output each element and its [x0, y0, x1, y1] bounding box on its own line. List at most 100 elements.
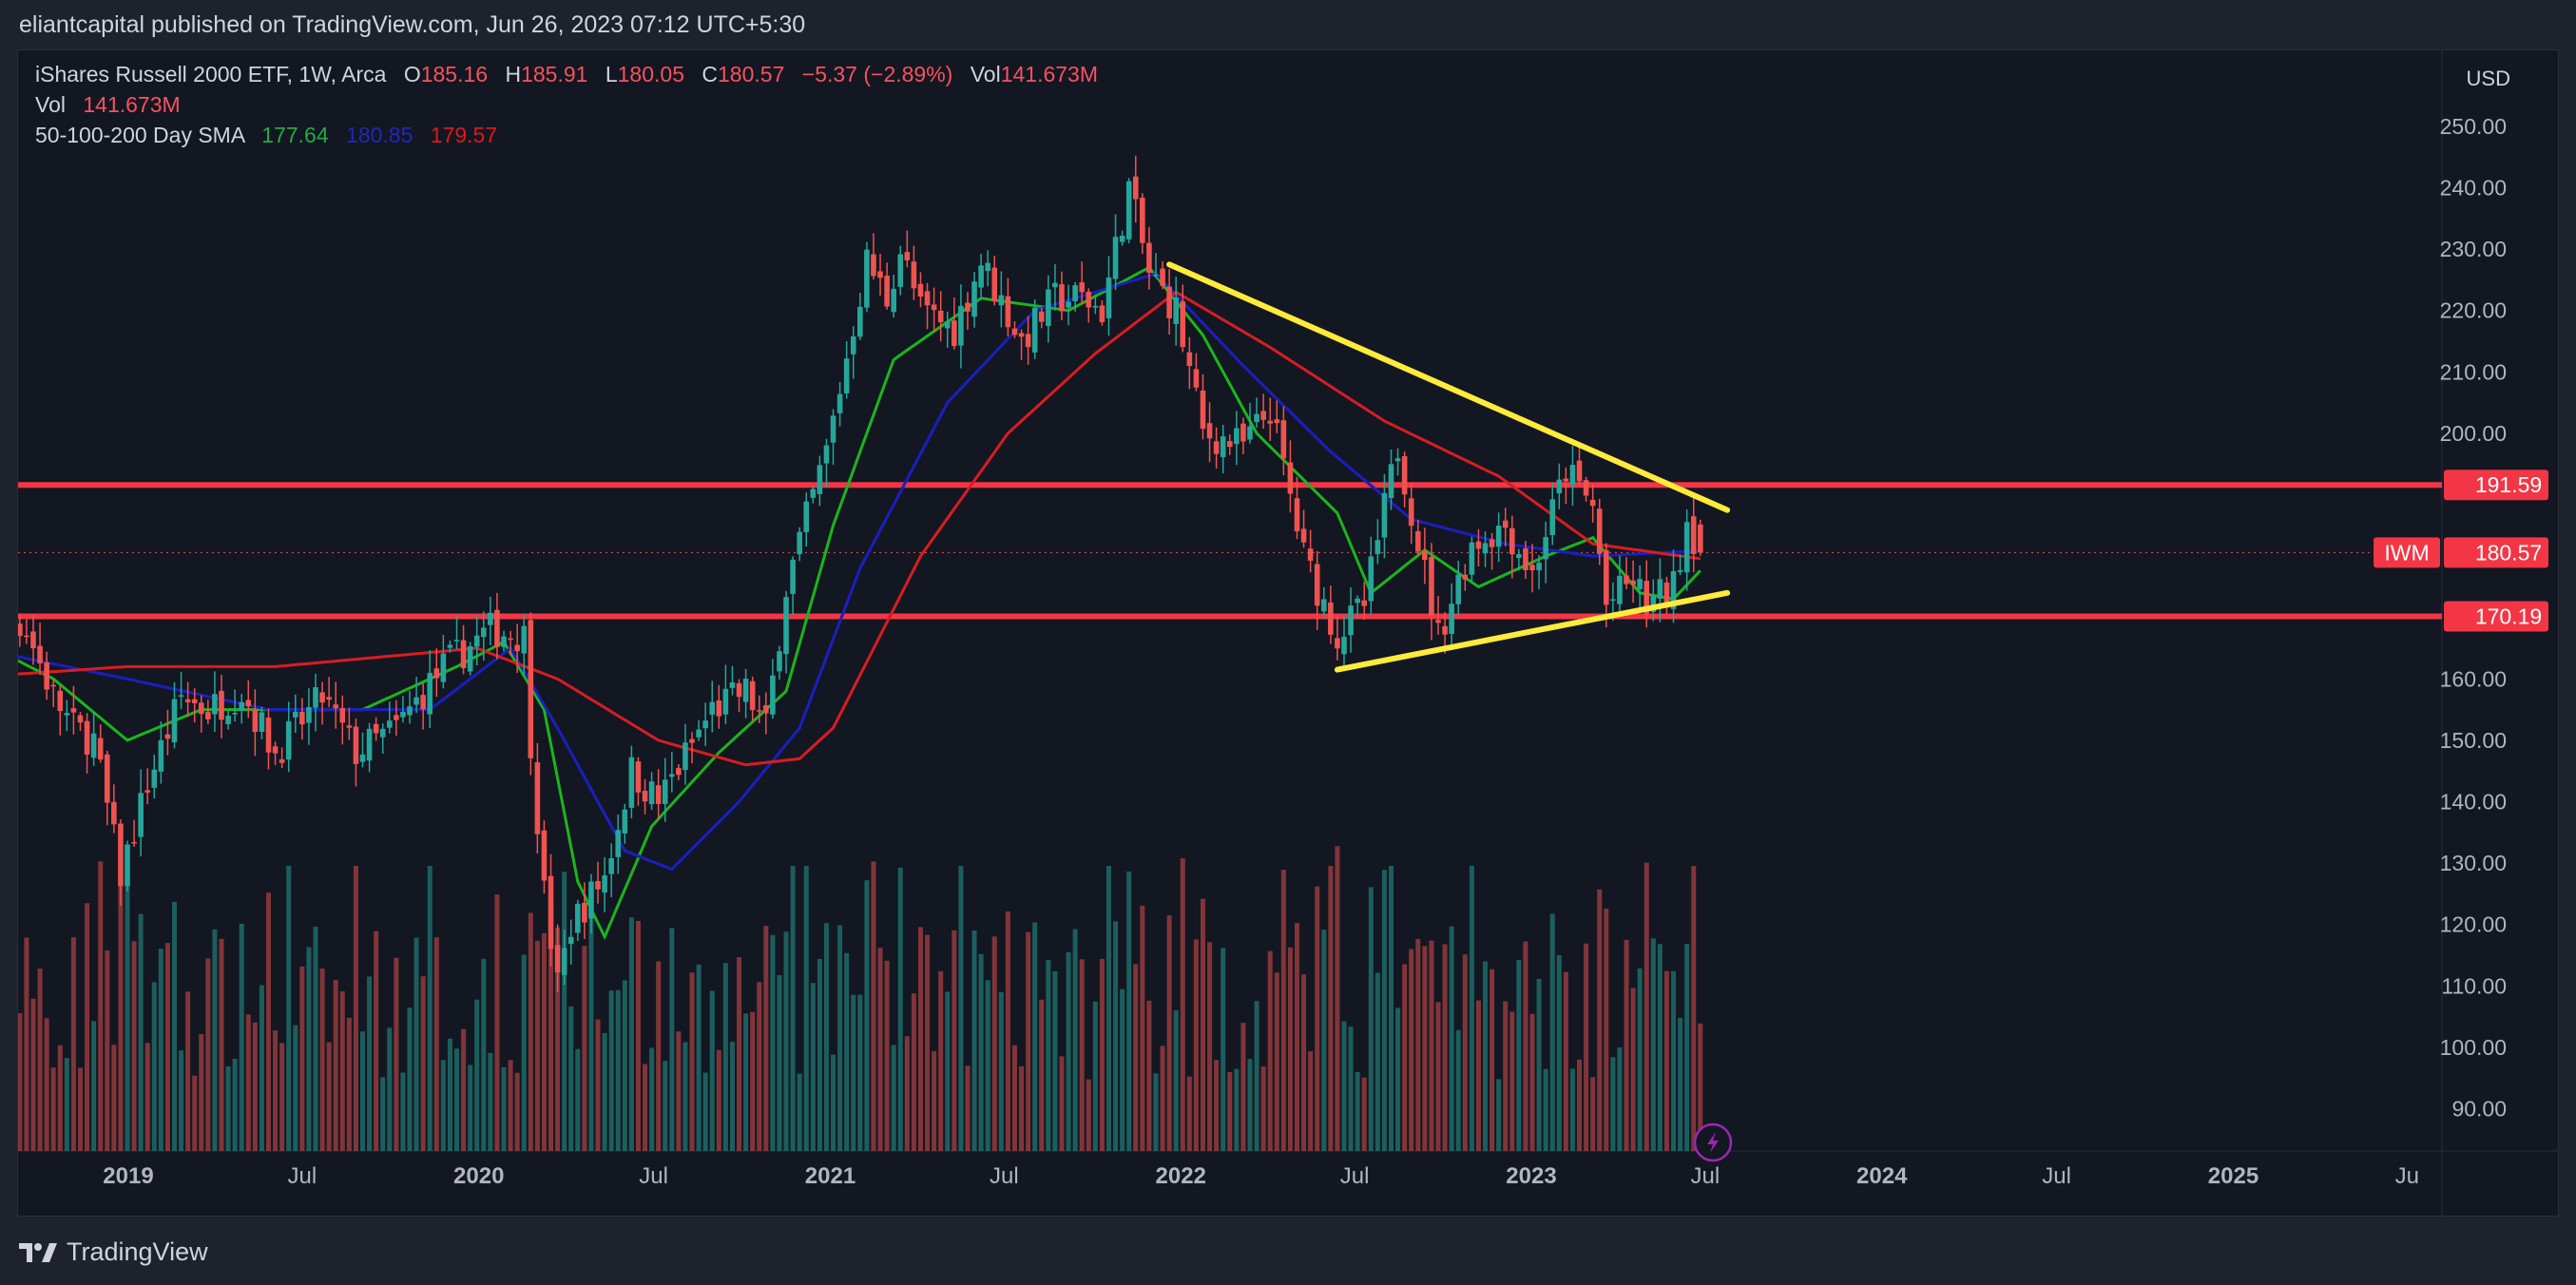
volume-bar [339, 991, 345, 1151]
candle-body [1314, 564, 1320, 606]
legend-low-label: L [605, 62, 618, 86]
candle-body [514, 644, 520, 652]
candle-body [1677, 569, 1683, 572]
candle-body [917, 283, 924, 297]
volume-bar [98, 861, 104, 1151]
price-tick-label: 110.00 [2441, 973, 2507, 998]
candle-body [353, 726, 359, 764]
volume-bar [1569, 1068, 1575, 1151]
legend-symbol[interactable]: iShares Russell 2000 ETF, 1W, Arca [35, 62, 387, 86]
publish-header: eliantcapital published on TradingView.c… [0, 0, 2576, 49]
volume-bar [1153, 1073, 1159, 1151]
volume-bar [1657, 944, 1663, 1151]
candle-body [1038, 311, 1045, 322]
candle-body [1132, 176, 1139, 200]
volume-bar [709, 990, 715, 1151]
candle-body [1529, 565, 1535, 570]
volume-bar [1267, 950, 1273, 1151]
chart-svg[interactable]: USD 250.00 240.00 230.00 220.00 210.00 200.00 1… [18, 50, 2559, 1217]
candle-body [239, 701, 245, 711]
volume-bar [1577, 1059, 1583, 1151]
candle-body [655, 785, 662, 804]
candle-body [615, 830, 622, 857]
candle-body [1234, 428, 1240, 445]
legend-row-sma[interactable]: 50-100-200 Day SMA 177.64 180.85 179.57 [35, 123, 497, 148]
volume-bar [447, 1038, 452, 1151]
volume-bar [945, 991, 951, 1151]
legend-row-volume[interactable]: Vol 141.673M [35, 92, 181, 118]
volume-bar [1193, 939, 1199, 1151]
volume-bar [427, 866, 433, 1151]
candle-body [205, 712, 211, 719]
volume-bar [1160, 1045, 1165, 1151]
volume-bar [1597, 889, 1603, 1151]
lightning-icon-bolt [1707, 1132, 1719, 1153]
volume-bar [1200, 898, 1205, 1151]
legend-sma-100-value: 180.85 [346, 123, 413, 147]
candle-body [1435, 620, 1441, 623]
candle-body [18, 623, 23, 637]
volume-bar [1584, 943, 1589, 1151]
candle-body [225, 715, 231, 724]
price-tick-label: 90.00 [2451, 1097, 2507, 1122]
volume-bar [1523, 941, 1528, 1151]
candle-body [965, 302, 971, 312]
volume-bar [521, 954, 527, 1151]
candle-body [1536, 563, 1542, 571]
volume-bar [1536, 978, 1542, 1151]
volume-bar [1543, 1068, 1548, 1151]
tradingview-brand[interactable]: TradingView [19, 1237, 208, 1267]
candle-body [722, 688, 729, 715]
volume-bar [225, 1066, 231, 1151]
candle-body [198, 702, 204, 715]
candle-body [567, 936, 574, 945]
volume-bar [588, 908, 594, 1151]
symbol-tag-bg [2374, 537, 2440, 568]
volume-bar [985, 980, 990, 1151]
volume-bar [602, 1032, 607, 1151]
candle-body [622, 809, 628, 834]
candle-body [1394, 458, 1401, 462]
candle-body [1556, 479, 1563, 494]
legend-open-label: O [403, 62, 421, 86]
volume-bar [803, 866, 809, 1151]
chart-pane[interactable]: USD 250.00 240.00 230.00 220.00 210.00 200.00 1… [17, 49, 2559, 1217]
candle-body [1112, 237, 1119, 279]
volume-bar [978, 953, 984, 1151]
legend-row-ohlc[interactable]: iShares Russell 2000 ETF, 1W, Arca O185.… [35, 62, 1098, 87]
candle-body [1462, 574, 1469, 580]
volume-bar [1099, 958, 1105, 1151]
volume-bar [1328, 866, 1334, 1151]
volume-bar [763, 926, 769, 1151]
candle-body [245, 700, 252, 707]
volume-bar [857, 994, 863, 1151]
candle-body [534, 762, 541, 834]
volume-bar [1429, 940, 1434, 1151]
price-tick-label: 220.00 [2440, 298, 2507, 323]
volume-bar [608, 990, 614, 1151]
volume-bar [635, 920, 641, 1151]
candle-body [857, 306, 863, 337]
volume-bar [1140, 905, 1145, 1151]
sma-200-line [18, 290, 1701, 767]
candle-body [1294, 498, 1300, 532]
candle-body [952, 320, 957, 347]
candle-body [151, 769, 158, 788]
volume-bar [904, 1036, 910, 1151]
volume-bar [628, 917, 634, 1151]
volume-bar [273, 1030, 279, 1151]
price-tick-label: 210.00 [2440, 359, 2507, 384]
candle-body [1320, 599, 1327, 612]
price-tick-label: 120.00 [2440, 912, 2507, 937]
volume-bar [1516, 959, 1522, 1151]
volume-bar [750, 1011, 756, 1151]
time-tick-label: 2024 [1856, 1163, 1908, 1189]
candle-body [131, 842, 137, 844]
price-tick-label: 140.00 [2440, 790, 2507, 815]
candle-body [473, 635, 480, 647]
volume-bar [1186, 1076, 1192, 1151]
volume-bar [1301, 974, 1307, 1151]
candle-body [1355, 598, 1360, 604]
volume-bar [1389, 866, 1394, 1151]
volume-bar [702, 1072, 708, 1151]
